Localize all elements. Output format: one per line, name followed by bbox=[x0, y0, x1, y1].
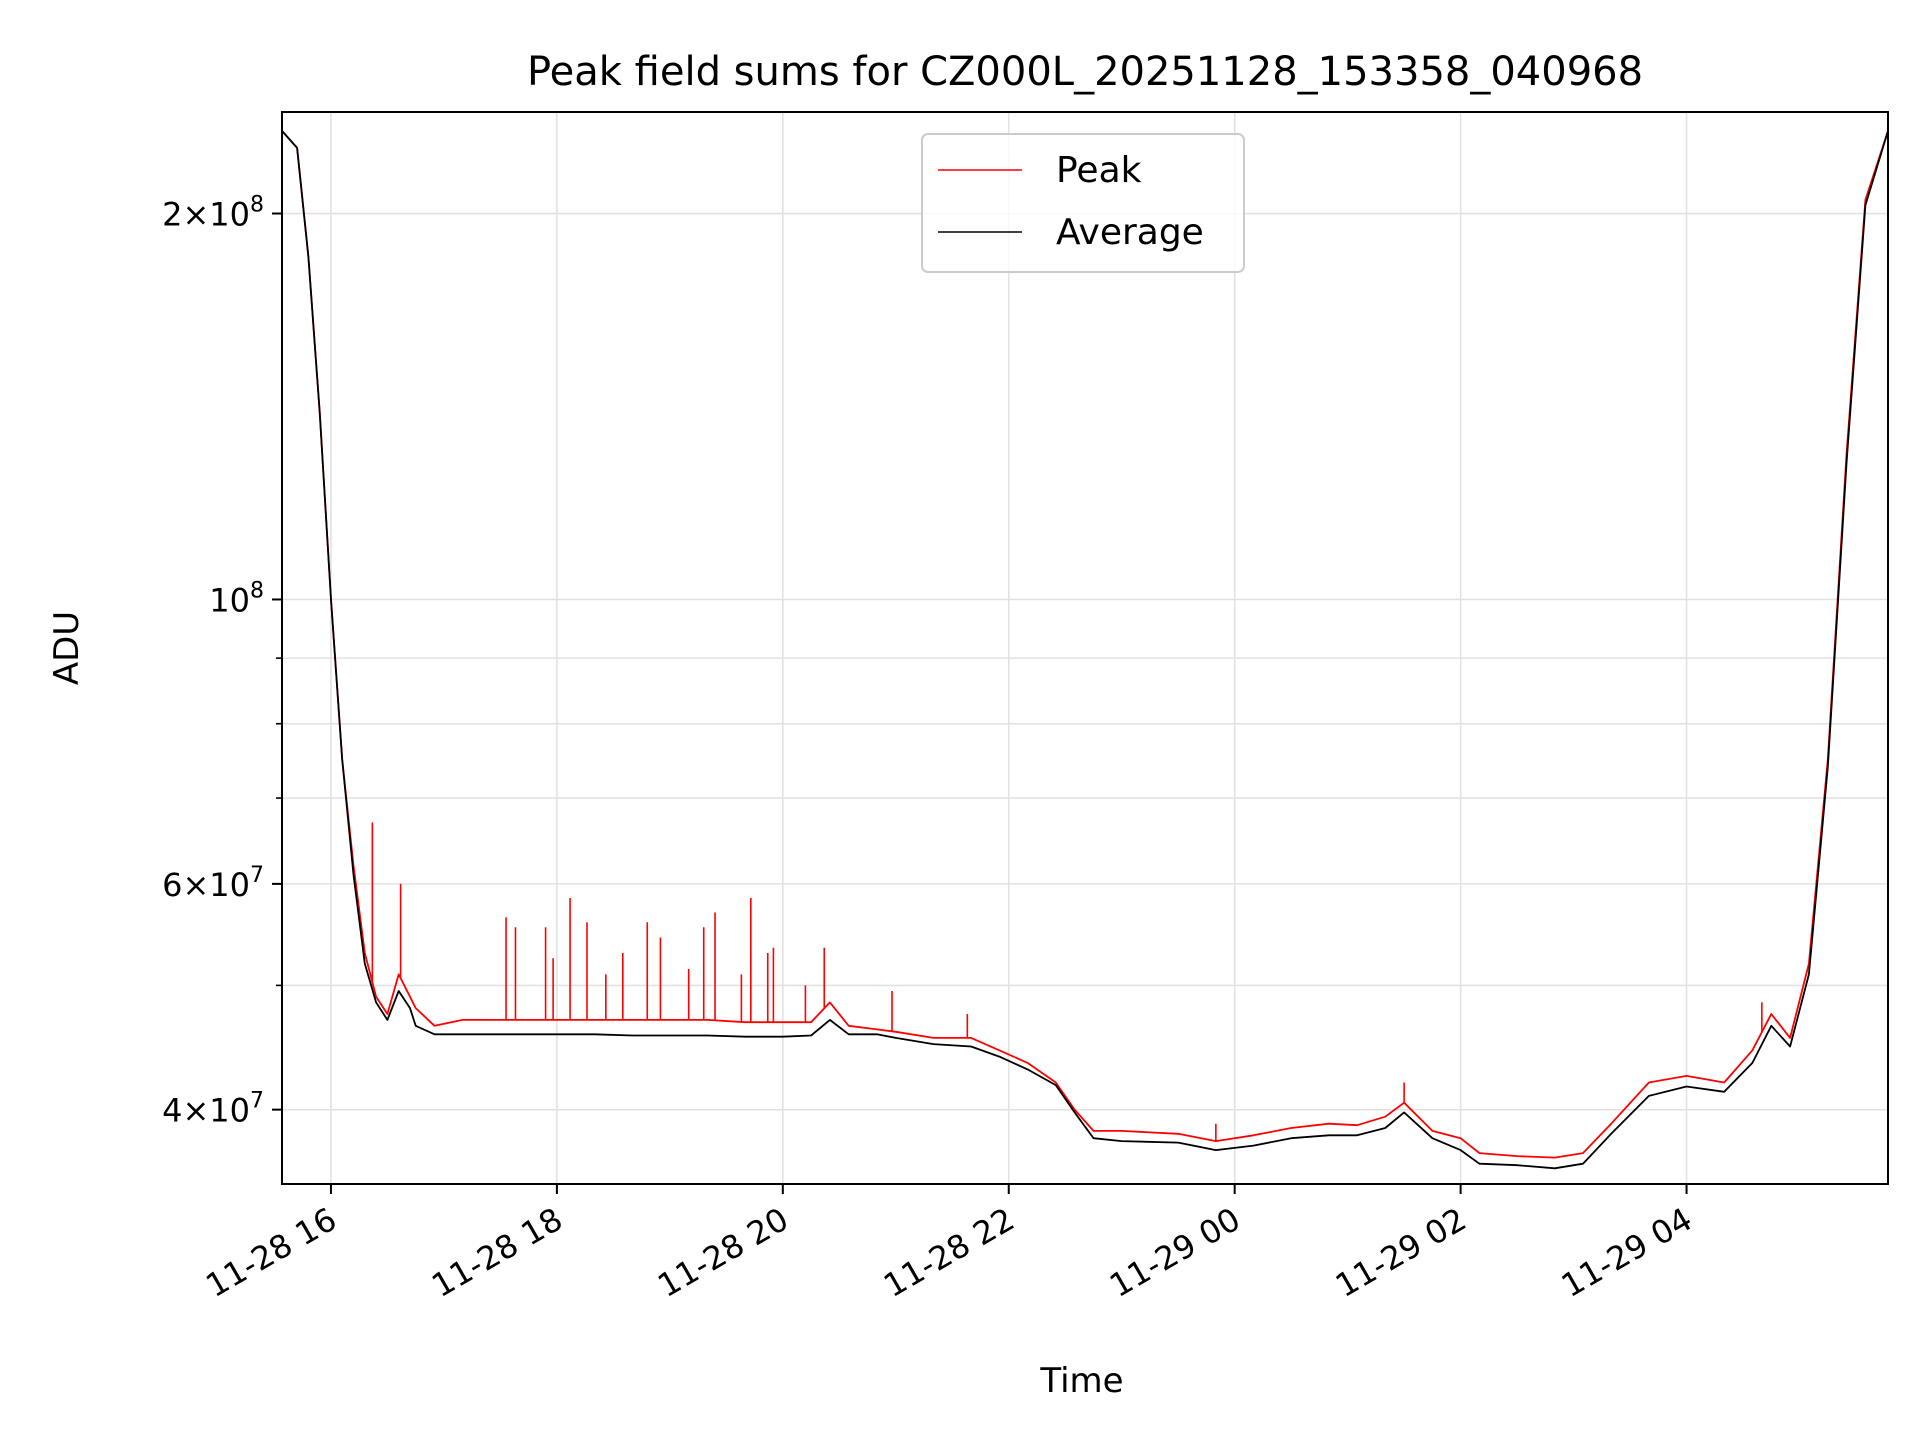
legend-box bbox=[921, 133, 1245, 273]
legend: Peak Average bbox=[921, 133, 1245, 273]
y-axis-label: ADU bbox=[47, 611, 87, 685]
axes-frame bbox=[281, 111, 1889, 1185]
legend-label-average: Average bbox=[1056, 212, 1204, 253]
legend-label-peak: Peak bbox=[1056, 150, 1142, 191]
series-layer bbox=[281, 130, 1889, 1170]
chart-title: Peak field sums for CZ000L_20251128_1533… bbox=[527, 49, 1643, 95]
peak-line bbox=[281, 130, 1889, 1159]
plot-area bbox=[281, 130, 1889, 1170]
x-axis-label: Time bbox=[1039, 1361, 1123, 1401]
y-tick-label: 108 bbox=[209, 578, 264, 619]
y-tick-label: 6×107 bbox=[162, 863, 264, 904]
average-line bbox=[281, 130, 1889, 1170]
y-tick-label: 2×108 bbox=[162, 193, 264, 234]
y-tick-label: 4×107 bbox=[162, 1089, 264, 1130]
y-axis-ticks: 4×107 6×107 108 2×108 bbox=[162, 193, 282, 1130]
